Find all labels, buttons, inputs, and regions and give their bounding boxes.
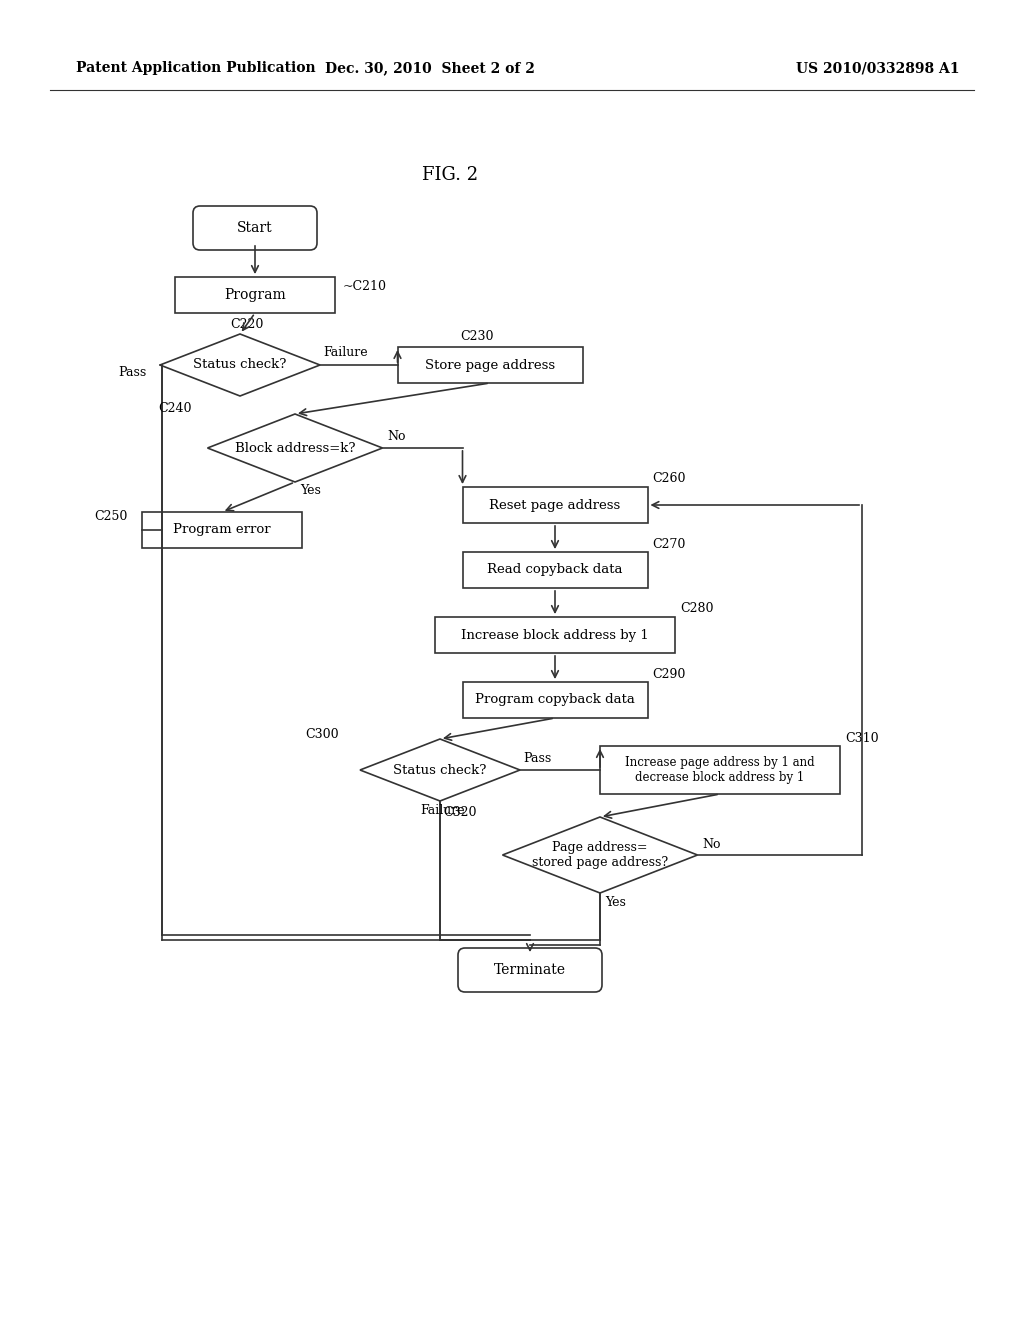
- Text: Page address=
stored page address?: Page address= stored page address?: [531, 841, 668, 869]
- Text: ~C210: ~C210: [343, 281, 387, 293]
- Text: Status check?: Status check?: [194, 359, 287, 371]
- Text: Program: Program: [224, 288, 286, 302]
- Text: Block address=k?: Block address=k?: [234, 441, 355, 454]
- Text: C250: C250: [94, 511, 127, 524]
- Text: Reset page address: Reset page address: [489, 499, 621, 511]
- Text: Yes: Yes: [605, 896, 626, 909]
- Bar: [397, 347, 583, 383]
- Text: Increase block address by 1: Increase block address by 1: [461, 628, 649, 642]
- Polygon shape: [503, 817, 697, 894]
- Text: C310: C310: [845, 731, 879, 744]
- Text: C260: C260: [652, 473, 685, 486]
- Text: FIG. 2: FIG. 2: [422, 166, 478, 183]
- Text: C240: C240: [158, 403, 191, 416]
- Text: Dec. 30, 2010  Sheet 2 of 2: Dec. 30, 2010 Sheet 2 of 2: [325, 61, 535, 75]
- Text: No: No: [702, 838, 721, 851]
- Text: Pass: Pass: [118, 367, 146, 380]
- Text: Yes: Yes: [300, 483, 321, 496]
- Polygon shape: [208, 414, 383, 482]
- Text: Patent Application Publication: Patent Application Publication: [76, 61, 315, 75]
- Text: C300: C300: [305, 727, 339, 741]
- Text: C290: C290: [652, 668, 685, 681]
- Text: C230: C230: [460, 330, 494, 343]
- Text: Program error: Program error: [173, 524, 270, 536]
- Text: Store page address: Store page address: [425, 359, 555, 371]
- Text: Increase page address by 1 and
decrease block address by 1: Increase page address by 1 and decrease …: [626, 756, 815, 784]
- Text: Terminate: Terminate: [494, 964, 566, 977]
- Text: No: No: [387, 429, 406, 442]
- Bar: [463, 487, 647, 523]
- Text: Status check?: Status check?: [393, 763, 486, 776]
- Text: Start: Start: [238, 220, 272, 235]
- Bar: [463, 552, 647, 587]
- Bar: [463, 682, 647, 718]
- Text: C220: C220: [230, 318, 263, 330]
- Text: Pass: Pass: [523, 751, 551, 764]
- Bar: [175, 277, 335, 313]
- Text: Failure: Failure: [420, 804, 465, 817]
- Text: Read copyback data: Read copyback data: [487, 564, 623, 577]
- Text: C270: C270: [652, 537, 685, 550]
- Bar: [600, 746, 840, 795]
- Text: C280: C280: [680, 602, 714, 615]
- Text: Program copyback data: Program copyback data: [475, 693, 635, 706]
- Text: US 2010/0332898 A1: US 2010/0332898 A1: [797, 61, 961, 75]
- Polygon shape: [160, 334, 319, 396]
- Text: C320: C320: [443, 805, 476, 818]
- Text: Failure: Failure: [323, 346, 368, 359]
- Polygon shape: [360, 739, 520, 801]
- Bar: [435, 616, 675, 653]
- FancyBboxPatch shape: [458, 948, 602, 993]
- Bar: [142, 512, 302, 548]
- FancyBboxPatch shape: [193, 206, 317, 249]
